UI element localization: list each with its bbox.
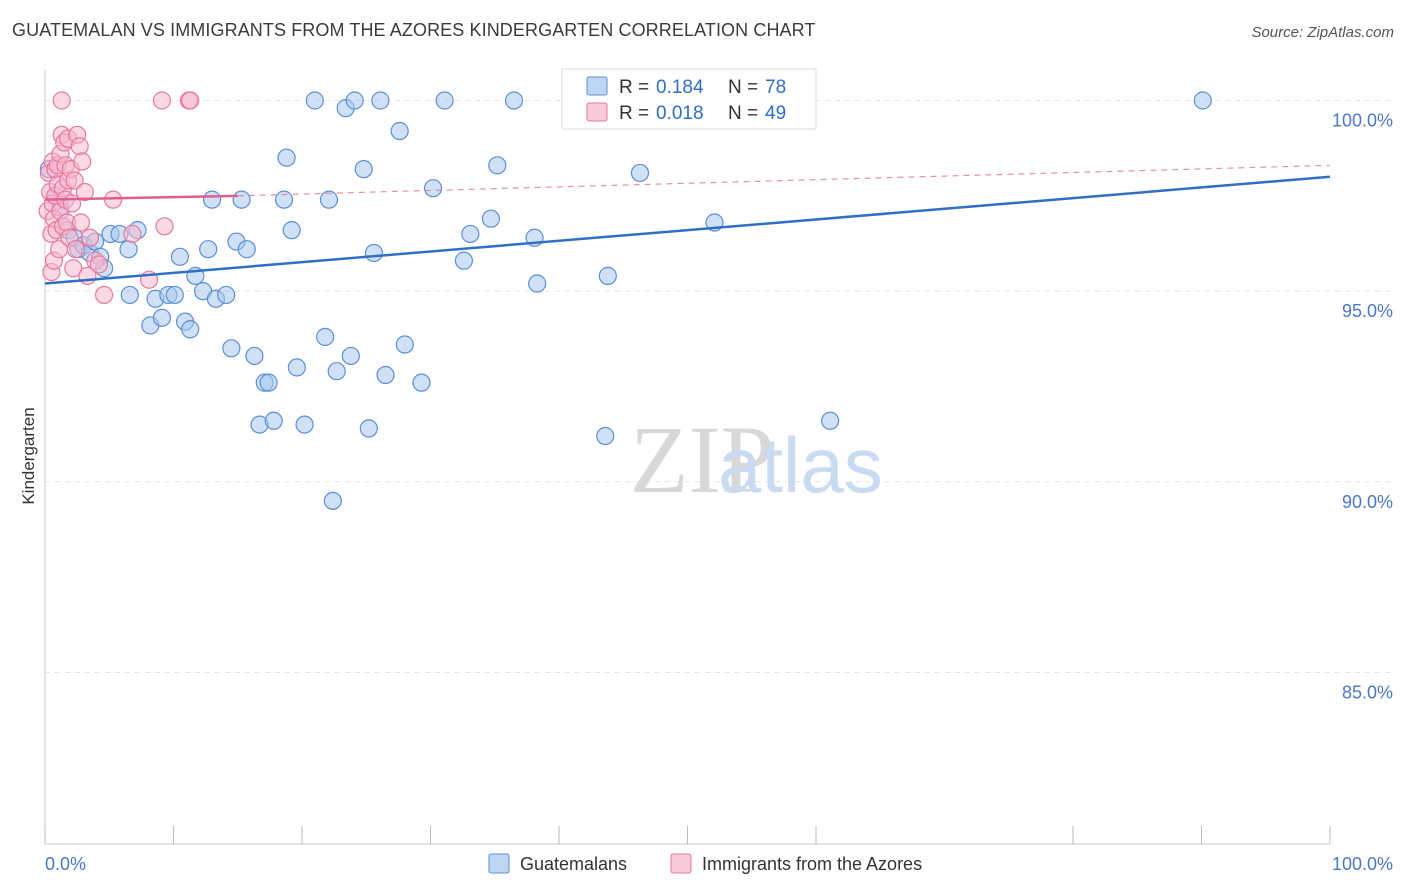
stats-pink-r-value: 0.018	[656, 103, 704, 124]
data-point	[598, 266, 617, 285]
data-point	[274, 190, 294, 209]
data-point	[123, 224, 142, 244]
data-point	[71, 213, 91, 232]
data-point	[287, 358, 306, 377]
data-point	[461, 224, 480, 244]
data-point	[64, 259, 83, 278]
data-point	[165, 285, 184, 305]
y-tick-label: 95.0%	[1342, 301, 1393, 321]
data-point	[305, 91, 324, 110]
x-tick-label-right: 100.0%	[1332, 854, 1393, 874]
data-point	[202, 190, 222, 209]
data-point	[52, 91, 71, 110]
x-tick-label-left: 0.0%	[45, 854, 86, 874]
source-label: Source: ZipAtlas.com	[1251, 24, 1394, 41]
watermark: ZIP atlas	[630, 406, 883, 513]
data-point	[341, 346, 360, 366]
stats-blue-swatch	[586, 76, 608, 96]
data-point	[323, 491, 342, 510]
stats-blue-r-value: 0.184	[656, 77, 704, 98]
data-point	[237, 240, 256, 259]
data-point	[504, 91, 524, 110]
y-tick-label: 85.0%	[1342, 682, 1393, 702]
trend-line-azores	[44, 194, 238, 201]
stats-blue-n-label: N =	[728, 77, 758, 98]
data-point	[821, 411, 840, 430]
data-point	[181, 91, 200, 110]
legend-label-azores: Immigrants from the Azores	[702, 854, 922, 874]
data-point	[259, 373, 278, 392]
data-point	[1193, 91, 1212, 110]
data-point	[120, 285, 139, 305]
data-point	[75, 182, 94, 202]
data-point	[395, 335, 414, 354]
stats-pink-swatch	[586, 102, 608, 122]
data-point	[423, 179, 443, 198]
data-point	[528, 274, 547, 293]
stats-pink-r-label: R =	[619, 103, 649, 124]
data-point	[70, 137, 89, 156]
data-point	[319, 190, 339, 209]
data-point	[66, 240, 85, 259]
data-points	[38, 91, 1212, 510]
data-point	[412, 373, 431, 392]
data-point	[89, 255, 109, 274]
legend-label-guatemalans: Guatemalans	[520, 854, 627, 874]
data-point	[295, 415, 314, 434]
data-point	[170, 247, 190, 266]
data-point	[217, 285, 236, 305]
data-point	[359, 419, 378, 438]
data-point	[376, 365, 395, 385]
series-guatemalans	[39, 91, 1212, 510]
stats-pink-n-label: N =	[728, 103, 758, 124]
data-point	[232, 190, 251, 209]
gridlines	[45, 100, 1392, 673]
data-point	[630, 163, 650, 183]
chart-title: GUATEMALAN VS IMMIGRANTS FROM THE AZORES…	[12, 20, 816, 40]
y-axis-label: Kindergarten	[19, 407, 38, 504]
data-point	[371, 91, 390, 110]
data-point	[282, 221, 301, 240]
data-point	[222, 339, 241, 358]
data-point	[245, 346, 264, 366]
data-point	[95, 285, 114, 305]
stats-box: R = 0.184 N = 78 R = 0.018 N = 49	[561, 68, 817, 130]
data-point	[119, 240, 138, 259]
legend: Guatemalans Immigrants from the Azores	[488, 853, 922, 874]
data-point	[277, 148, 296, 167]
trend-lines	[44, 164, 1331, 285]
data-point	[264, 411, 283, 430]
watermark-atlas: atlas	[718, 421, 883, 509]
data-point	[152, 308, 172, 327]
data-point	[354, 160, 373, 179]
data-point	[481, 209, 500, 228]
trend-line-guatemalans	[44, 175, 1331, 285]
data-point	[364, 243, 384, 263]
data-point	[152, 91, 172, 110]
data-point	[345, 91, 364, 110]
watermark-zip: ZIP	[630, 406, 774, 513]
data-point	[327, 362, 346, 381]
data-point	[155, 217, 174, 236]
stats-blue-n-value: 78	[765, 77, 786, 98]
data-point	[181, 320, 200, 339]
legend-swatch-guatemalans	[488, 853, 510, 874]
data-point	[316, 327, 335, 346]
stats-pink-n-value: 49	[765, 103, 786, 124]
data-point	[454, 251, 474, 270]
legend-swatch-azores	[670, 853, 692, 874]
data-point	[390, 121, 409, 141]
data-point	[435, 91, 454, 110]
y-tick-label: 100.0%	[1332, 111, 1393, 131]
y-tick-label: 90.0%	[1342, 492, 1393, 512]
data-point	[596, 426, 615, 446]
tick-labels: 100.0% 95.0% 90.0% 85.0% 0.0% 100.0%	[45, 111, 1393, 874]
stats-blue-r-label: R =	[619, 77, 649, 98]
data-point	[488, 156, 507, 175]
data-point	[199, 240, 218, 259]
data-point	[73, 152, 92, 171]
data-point	[80, 228, 100, 247]
data-point	[65, 171, 84, 190]
